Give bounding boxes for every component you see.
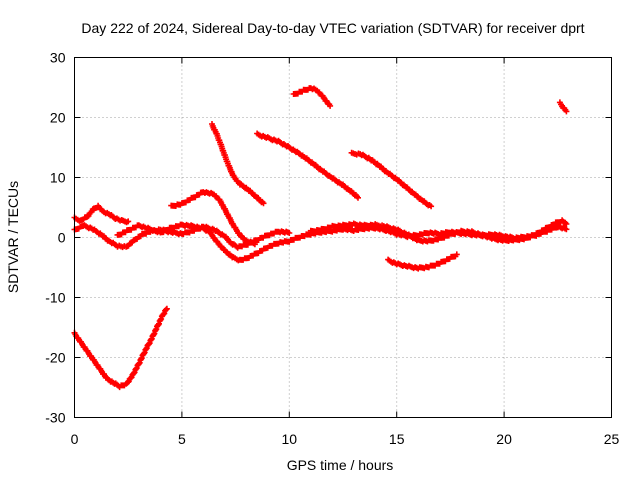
y-tick-label: 20 (50, 110, 66, 126)
series-track-5 (168, 189, 258, 248)
x-tick-label: 10 (282, 431, 298, 447)
series-track-6 (209, 121, 267, 207)
chart-title: Day 222 of 2024, Sidereal Day-to-day VTE… (81, 20, 584, 36)
data-point-markers (348, 149, 435, 210)
series-track-8 (290, 85, 334, 109)
y-tick-label: -30 (45, 410, 65, 426)
y-tick-label: 10 (50, 170, 66, 186)
x-tick-label: 20 (496, 431, 512, 447)
y-tick-label: 30 (50, 50, 66, 66)
series-track-11 (307, 217, 570, 245)
plot-frame (74, 57, 612, 418)
y-axis: -30 -20 -10 0 10 20 30 (45, 50, 65, 426)
x-tick-label: 5 (178, 431, 186, 447)
data-point-markers (385, 251, 460, 272)
data-point-markers (290, 85, 334, 109)
data-point-markers (307, 217, 570, 245)
x-tick-label: 25 (604, 431, 620, 447)
y-tick-label: -10 (45, 290, 65, 306)
data-point-markers (209, 121, 267, 207)
x-tick-label: 15 (389, 431, 405, 447)
series-track-12 (556, 99, 570, 115)
y-axis-label: SDTVAR / TECUs (5, 181, 21, 293)
data-point-markers (254, 130, 361, 201)
series-track-10 (385, 251, 460, 272)
series-track-9 (348, 149, 435, 210)
y-tick-label: 0 (58, 230, 66, 246)
y-tick-label: -20 (45, 350, 65, 366)
x-tick-label: 0 (71, 431, 79, 447)
data-point-markers (168, 189, 258, 248)
x-axis-label: GPS time / hours (287, 457, 394, 473)
x-axis: 0 5 10 15 20 25 (71, 431, 620, 447)
data-point-markers (556, 99, 570, 115)
series-track-7 (254, 130, 361, 201)
